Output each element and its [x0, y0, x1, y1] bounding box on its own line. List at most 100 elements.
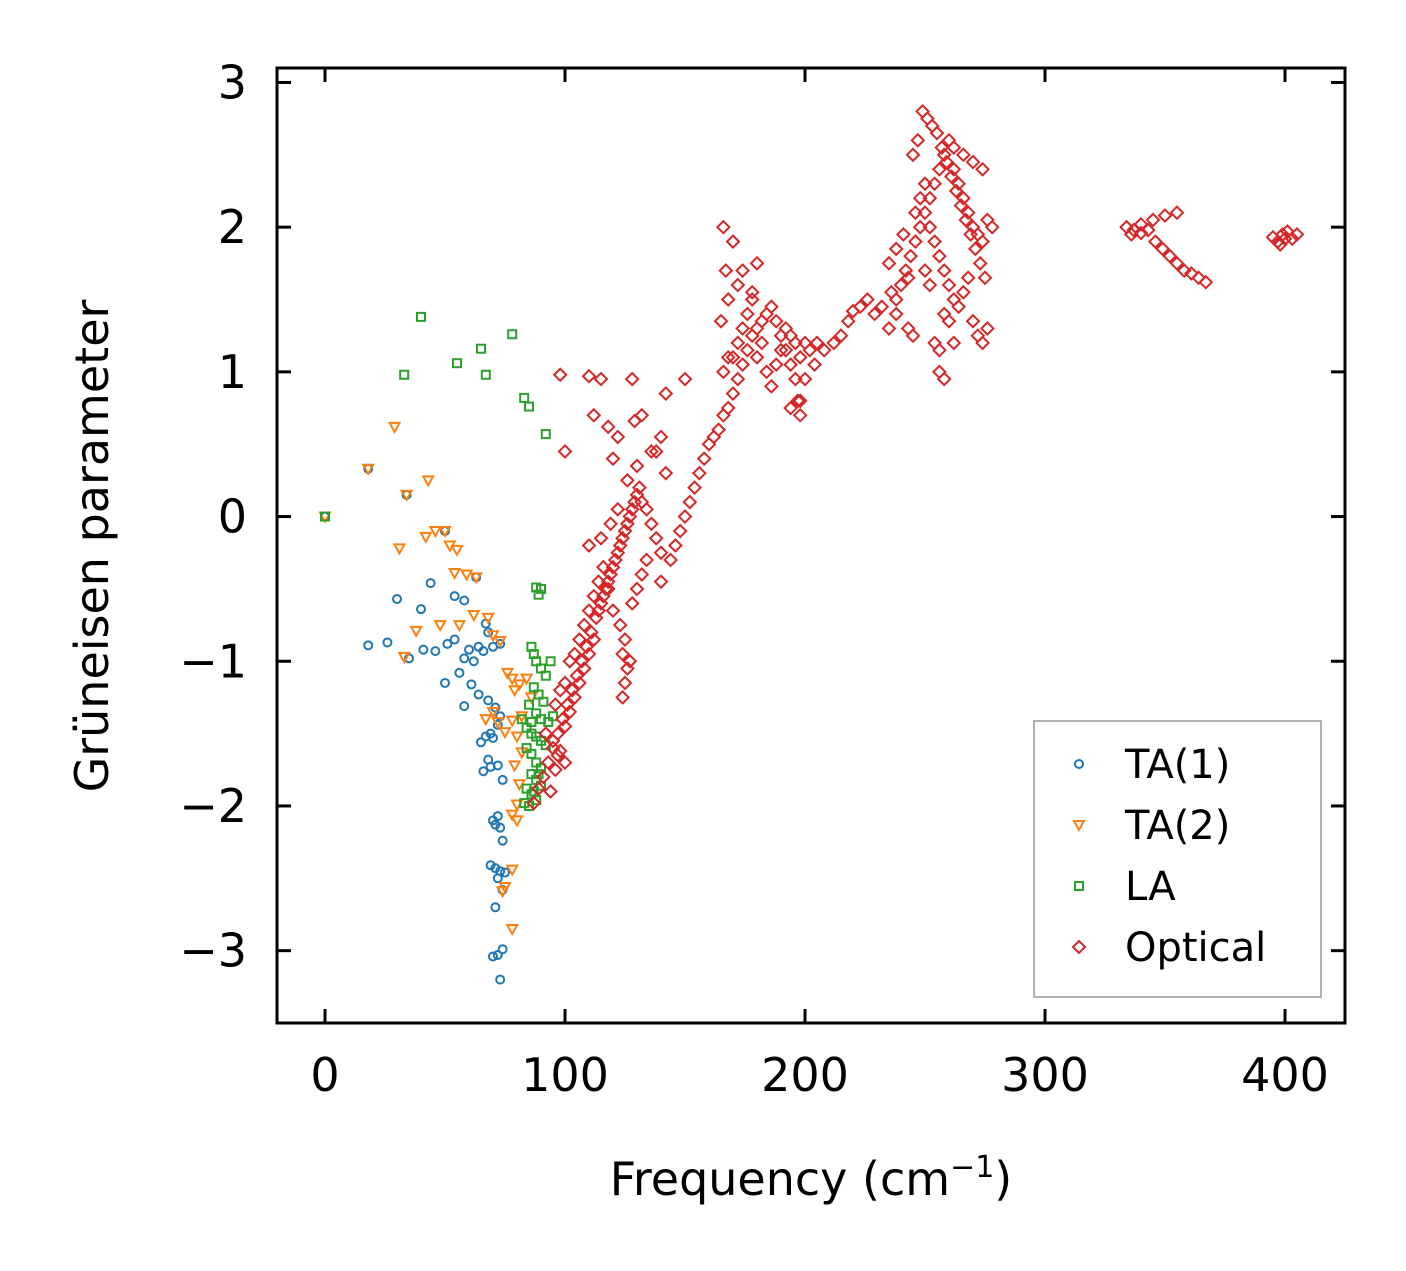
data-point: [677, 371, 693, 387]
data-point: [739, 342, 755, 358]
data-point: [787, 371, 803, 387]
data-point: [648, 444, 664, 459]
data-point: [739, 306, 755, 322]
data-point: [713, 313, 729, 329]
data-point: [535, 769, 551, 785]
data-point: [960, 205, 976, 221]
data-point: [874, 299, 890, 315]
data-point: [397, 651, 411, 664]
data-point: [639, 501, 655, 517]
data-point: [442, 638, 453, 649]
data-point: [867, 306, 883, 322]
data-point: [946, 140, 962, 155]
data-point: [840, 313, 856, 329]
data-point: [979, 321, 995, 336]
data-point: [931, 248, 947, 264]
data-point: [605, 559, 621, 575]
data-point: [658, 386, 674, 401]
data-point: [473, 689, 484, 700]
data-point: [1191, 270, 1207, 286]
data-point: [586, 588, 602, 604]
legend-label: TA(2): [1124, 803, 1230, 849]
data-point: [449, 591, 460, 602]
data-point: [807, 357, 823, 373]
data-point: [816, 342, 832, 358]
data-point: [852, 299, 868, 315]
data-point: [946, 335, 962, 351]
data-point: [495, 711, 506, 722]
data-point: [483, 695, 494, 706]
data-point: [486, 706, 500, 719]
data-point: [939, 154, 955, 170]
data-point: [479, 714, 493, 727]
data-point: [557, 675, 573, 691]
data-point: [960, 270, 976, 286]
data-point: [768, 357, 784, 373]
data-point: [730, 277, 746, 293]
data-point: [634, 567, 650, 582]
data-point: [586, 407, 602, 423]
data-point: [735, 357, 751, 373]
data-point: [934, 140, 950, 155]
data-point: [790, 393, 806, 409]
data-point: [912, 219, 928, 235]
data-point: [466, 679, 477, 690]
plot-marks: [318, 103, 1305, 985]
data-point: [538, 696, 549, 707]
data-point: [629, 458, 645, 474]
plot-frame: [275, 66, 1347, 1025]
data-point: [449, 634, 460, 645]
data-point: [547, 697, 563, 713]
data-point: [648, 530, 664, 546]
data-point: [975, 234, 991, 250]
data-point: [497, 944, 508, 955]
data-point: [958, 212, 974, 228]
data-point: [955, 190, 971, 206]
data-point: [763, 299, 779, 315]
data-point: [505, 715, 519, 728]
data-point: [907, 234, 923, 250]
data-point: [881, 255, 897, 271]
data-point: [610, 545, 626, 561]
data-point: [905, 328, 921, 344]
data-point: [536, 583, 546, 594]
data-point: [888, 241, 904, 257]
data-point: [943, 169, 959, 184]
data-point: [701, 436, 717, 452]
data-point: [946, 292, 962, 307]
data-point: [591, 603, 607, 619]
data-point: [677, 509, 693, 524]
data-point: [718, 263, 734, 278]
data-point: [725, 349, 741, 365]
data-point: [833, 328, 849, 344]
data-point: [711, 422, 727, 438]
data-point: [754, 313, 770, 329]
data-point: [917, 176, 933, 192]
data-point: [1145, 212, 1161, 228]
data-point: [1289, 226, 1305, 242]
data-point: [490, 902, 501, 913]
data-point: [540, 755, 556, 770]
data-point: [730, 335, 746, 351]
data-point: [552, 367, 568, 383]
data-point: [715, 407, 731, 423]
data-point: [574, 653, 590, 669]
data-point: [929, 125, 945, 141]
data-point: [744, 328, 760, 344]
data-point: [548, 711, 558, 722]
data-point: [486, 630, 500, 643]
data-point: [468, 656, 479, 667]
data-point: [612, 617, 628, 633]
data-point: [605, 451, 621, 467]
data-point: [951, 299, 967, 315]
data-point: [883, 284, 899, 300]
data-point: [970, 328, 986, 344]
data-point: [492, 873, 503, 884]
data-point: [615, 690, 631, 705]
data-point: [653, 545, 669, 561]
data-point: [392, 594, 402, 605]
data-point: [903, 248, 919, 264]
data-point: [593, 530, 609, 546]
legend-marker: [1072, 820, 1086, 833]
data-point: [984, 219, 1000, 235]
